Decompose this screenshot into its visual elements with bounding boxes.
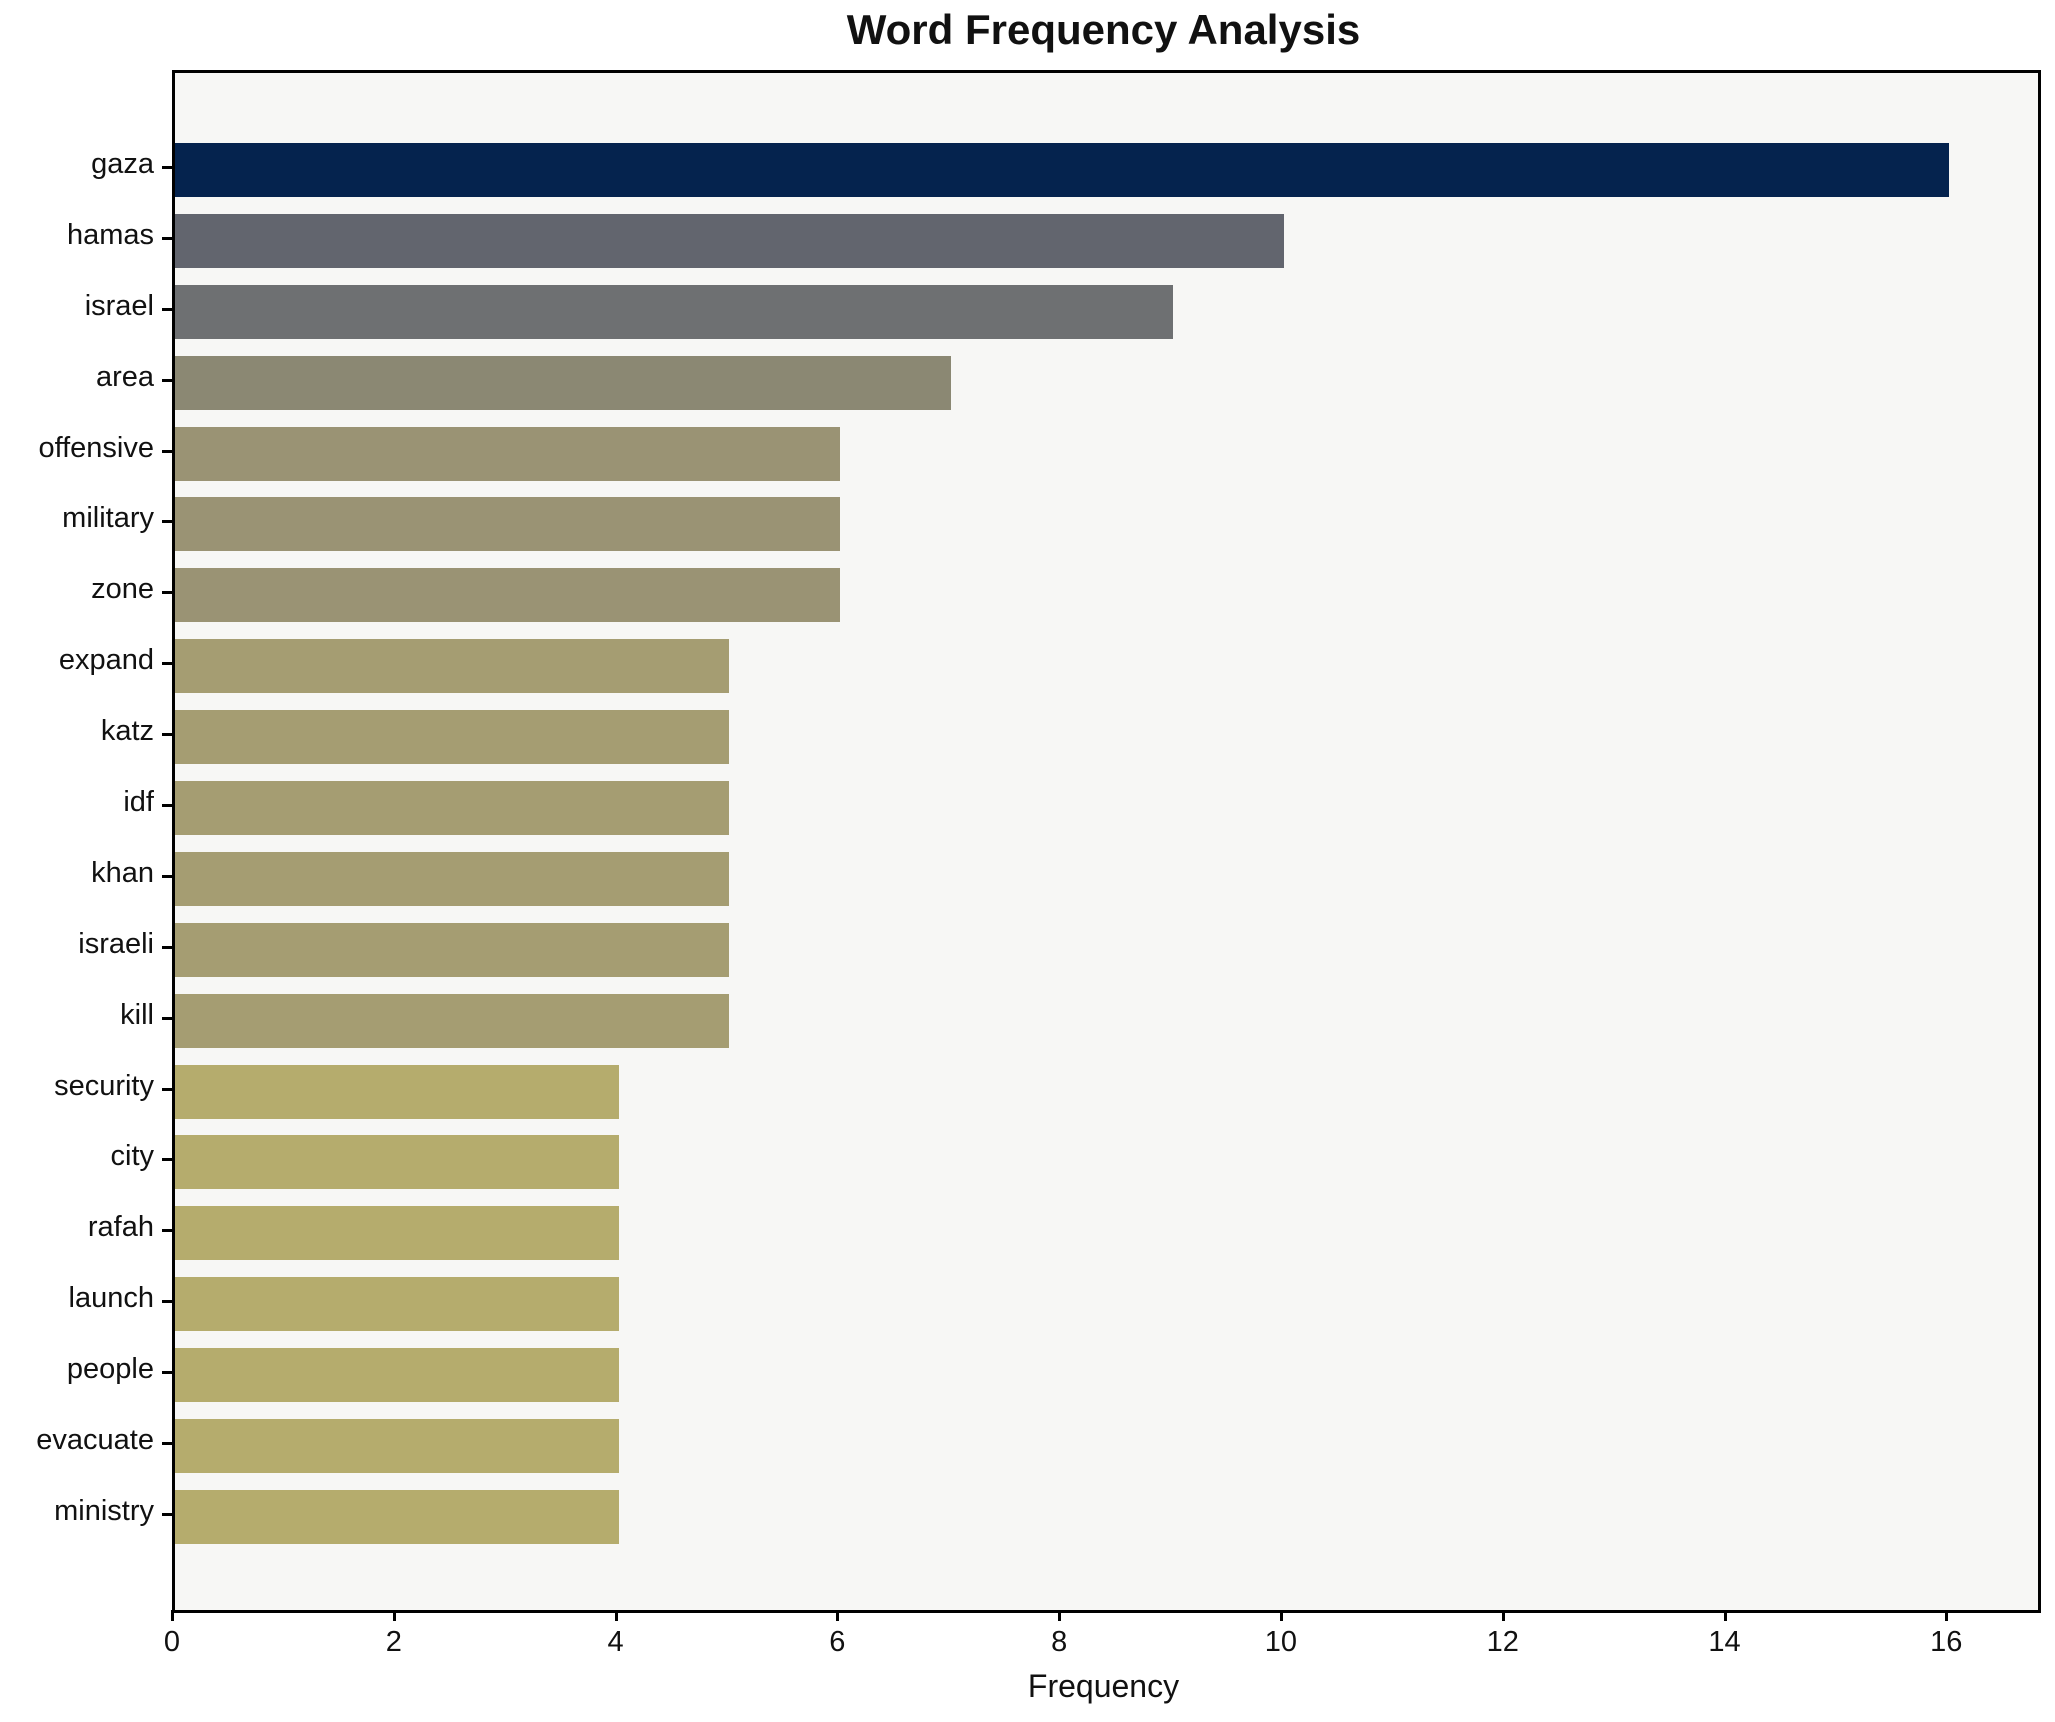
plot-area (172, 70, 2041, 1613)
y-tick-label-security: security (54, 1069, 154, 1102)
bar-evacuate (175, 1419, 619, 1474)
bar-launch (175, 1277, 619, 1332)
y-tick-label-israeli: israeli (78, 927, 154, 960)
y-tick-israeli (162, 945, 172, 949)
y-tick-label-katz: katz (100, 715, 154, 748)
y-tick-city (162, 1158, 172, 1162)
bar-kill (175, 993, 730, 1048)
bar-people (175, 1348, 619, 1403)
x-tick-2 (392, 1610, 396, 1621)
x-tick-4 (614, 1610, 618, 1621)
y-tick-label-zone: zone (91, 573, 154, 606)
bar-ministry (175, 1489, 619, 1544)
y-tick-katz (162, 733, 172, 737)
y-tick-idf (162, 804, 172, 807)
y-tick-label-idf: idf (123, 786, 154, 818)
x-tick-label-14: 14 (1708, 1626, 1741, 1658)
y-tick-label-evacuate: evacuate (36, 1424, 154, 1457)
bar-city (175, 1135, 619, 1190)
x-tick-12 (1501, 1610, 1505, 1621)
y-tick-kill (162, 1016, 172, 1020)
y-tick-label-launch: launch (68, 1282, 154, 1315)
bar-gaza (175, 143, 1950, 197)
bar-hamas (175, 213, 1284, 268)
bar-katz (175, 710, 730, 765)
bar-khan (175, 851, 730, 906)
bar-military (175, 497, 841, 552)
y-tick-khan (162, 874, 172, 878)
y-tick-expand (162, 662, 172, 666)
x-tick-label-16: 16 (1930, 1626, 1963, 1658)
chart-title: Word Frequency Analysis (846, 6, 1361, 53)
y-tick-label-area: area (95, 360, 154, 393)
bar-idf (175, 781, 730, 835)
x-tick-10 (1279, 1610, 1283, 1621)
bar-area (175, 355, 952, 410)
y-tick-label-kill: kill (120, 998, 154, 1031)
y-tick-hamas (162, 236, 172, 240)
x-tick-14 (1723, 1610, 1727, 1621)
y-tick-launch (162, 1300, 172, 1304)
y-tick-label-israel: israel (84, 289, 154, 322)
x-tick-0 (171, 1610, 174, 1621)
y-tick-military (162, 520, 172, 524)
bar-israeli (175, 922, 730, 977)
x-tick-label-10: 10 (1264, 1626, 1298, 1658)
y-tick-label-rafah: rafah (87, 1211, 154, 1244)
y-tick-label-city: city (110, 1140, 155, 1173)
y-tick-label-gaza: gaza (91, 148, 154, 180)
y-tick-label-military: military (62, 502, 154, 535)
bar-offensive (175, 426, 841, 481)
y-tick-rafah (162, 1229, 172, 1233)
y-tick-security (162, 1087, 172, 1091)
bar-security (175, 1064, 619, 1119)
y-tick-offensive (162, 449, 172, 453)
y-tick-zone (162, 591, 172, 595)
bar-rafah (175, 1206, 619, 1261)
x-axis-label: Frequency (1027, 1668, 1180, 1704)
y-tick-label-ministry: ministry (54, 1494, 154, 1527)
y-tick-gaza (162, 166, 172, 169)
y-tick-label-expand: expand (58, 644, 154, 677)
bar-expand (175, 639, 730, 694)
bar-zone (175, 568, 841, 623)
x-tick-6 (836, 1610, 840, 1621)
x-tick-label-4: 4 (607, 1626, 624, 1658)
x-tick-label-2: 2 (385, 1626, 402, 1658)
x-tick-label-0: 0 (163, 1626, 181, 1658)
y-tick-israel (162, 307, 172, 311)
x-tick-label-8: 8 (1051, 1626, 1068, 1658)
x-tick-label-12: 12 (1486, 1626, 1519, 1658)
y-tick-people (162, 1371, 172, 1375)
x-tick-8 (1058, 1610, 1062, 1621)
y-tick-label-offensive: offensive (38, 431, 154, 464)
y-tick-evacuate (162, 1442, 172, 1446)
y-tick-label-people: people (66, 1353, 154, 1386)
bar-israel (175, 284, 1174, 339)
y-tick-area (162, 378, 172, 382)
y-tick-label-khan: khan (91, 856, 154, 889)
x-tick-label-6: 6 (829, 1626, 846, 1658)
y-tick-ministry (162, 1512, 172, 1516)
y-tick-label-hamas: hamas (66, 218, 154, 251)
x-tick-16 (1945, 1610, 1949, 1621)
